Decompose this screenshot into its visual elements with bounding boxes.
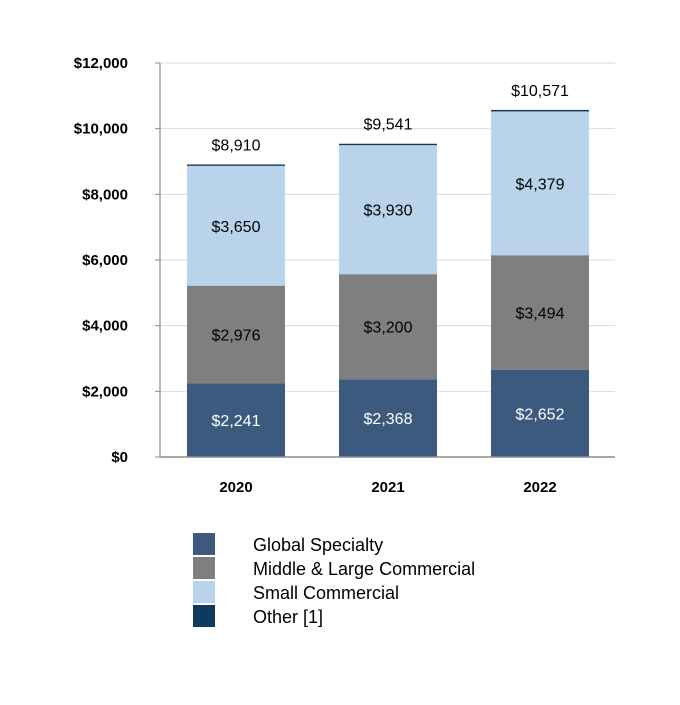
bar-segment-other-1 — [339, 143, 437, 146]
y-tick-labels: $0 $2,000 $4,000 $6,000 $8,000 $10,000 $12,000 — [74, 55, 160, 466]
x-tick-labels: 2020 2021 2022 — [219, 479, 556, 496]
bar-segment-global-specialty — [339, 379, 437, 457]
legend-swatch — [193, 533, 215, 555]
y-tick-label: $10,000 — [74, 121, 128, 138]
legend-label: Global Specialty — [253, 535, 383, 555]
legend-label: Other [1] — [253, 607, 323, 627]
legend-swatch — [193, 605, 215, 627]
segment-value-label: $3,930 — [364, 203, 413, 220]
data-labels: $2,241 $2,976 $3,650 $8,910 $2,368 $3,200 $3,9… — [212, 83, 569, 430]
bar-segment-other-1 — [187, 164, 285, 166]
segment-value-label: $3,650 — [212, 219, 261, 236]
bars — [187, 109, 589, 457]
bar-segment-middle-large-commercial — [187, 285, 285, 384]
y-tick-label: $6,000 — [82, 252, 128, 269]
bar-segment-global-specialty — [491, 369, 589, 457]
y-tick-label: $8,000 — [82, 186, 128, 203]
legend-label: Middle & Large Commercial — [253, 559, 475, 579]
segment-value-label: $4,379 — [516, 176, 565, 193]
total-value-label: $10,571 — [511, 83, 569, 100]
y-tick-label: $0 — [111, 449, 128, 466]
bar-segment-small-commercial — [491, 111, 589, 256]
x-tick-label: 2020 — [219, 479, 252, 496]
bar-segment-other-1 — [491, 109, 589, 112]
bar-segment-middle-large-commercial — [339, 274, 437, 380]
total-value-label: $8,910 — [212, 137, 261, 154]
segment-value-label: $2,368 — [364, 411, 413, 428]
y-tick-label: $4,000 — [82, 318, 128, 335]
segment-value-label: $2,241 — [212, 413, 261, 430]
segment-value-label: $2,976 — [212, 328, 261, 345]
x-tick-label: 2022 — [523, 479, 556, 496]
segment-value-label: $2,652 — [516, 406, 565, 423]
y-tick-label: $12,000 — [74, 55, 128, 72]
bar-segment-global-specialty — [187, 383, 285, 457]
bar-segment-middle-large-commercial — [491, 255, 589, 370]
total-value-label: $9,541 — [364, 117, 413, 134]
legend-label: Small Commercial — [253, 583, 399, 603]
legend-swatch — [193, 557, 215, 579]
bar-segment-small-commercial — [187, 165, 285, 286]
bar-segment-small-commercial — [339, 145, 437, 275]
legend: Global Specialty Middle & Large Commercia… — [193, 533, 475, 627]
segment-value-label: $3,200 — [364, 320, 413, 337]
legend-swatch — [193, 581, 215, 603]
y-tick-label: $2,000 — [82, 383, 128, 400]
segment-value-label: $3,494 — [516, 306, 565, 323]
x-tick-label: 2021 — [371, 479, 404, 496]
